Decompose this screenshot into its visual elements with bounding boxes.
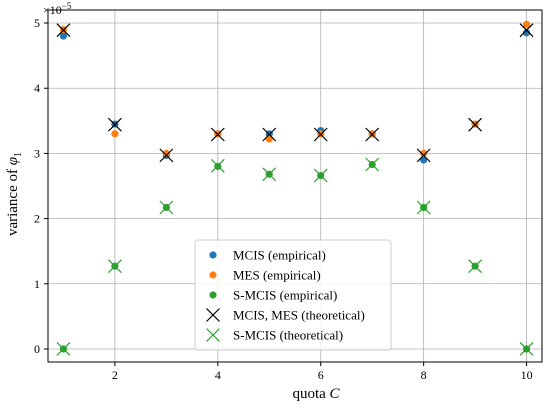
data-marks xyxy=(56,20,534,356)
series-4-point xyxy=(519,342,534,356)
y-axis-scale-factor: ×10−5 xyxy=(43,1,72,17)
series-4-point xyxy=(107,259,122,274)
legend-box xyxy=(194,239,392,351)
series-3-point xyxy=(468,117,483,132)
series-3-point xyxy=(56,23,71,38)
series-4-point xyxy=(416,200,431,215)
series-4-point xyxy=(313,168,328,183)
legend: MCIS (empirical) MES (empirical) S-MCIS (e… xyxy=(194,239,392,351)
y-tick-label: 5 xyxy=(34,16,40,30)
series-0-point xyxy=(420,156,428,164)
y-tick-label: 4 xyxy=(34,81,40,95)
series-4-point xyxy=(468,259,483,274)
y-tick-label: 1 xyxy=(34,277,40,291)
series-4-point xyxy=(365,157,380,172)
series-0-point xyxy=(522,29,531,37)
legend-marker xyxy=(209,271,217,279)
legend-entry: MCIS, MES (theoretical) xyxy=(233,308,365,323)
y-tick-label: 2 xyxy=(34,212,40,226)
axis-ticks: 2 4 6 8 10 0 1 2 3 4 5 xyxy=(34,16,533,382)
y-tick-label: 0 xyxy=(34,342,40,356)
series-1-point xyxy=(522,20,531,28)
series-0-point xyxy=(59,32,68,40)
series-3-point xyxy=(210,127,225,142)
x-tick-label: 4 xyxy=(215,368,221,382)
series-3-point xyxy=(519,23,534,38)
series-4-point xyxy=(159,200,174,215)
series-3-point xyxy=(365,127,380,142)
legend-marker xyxy=(206,328,220,342)
series-3-point xyxy=(262,127,277,142)
y-axis-label: variance of φ1 xyxy=(5,152,24,236)
legend-marker xyxy=(209,251,217,259)
series-3-point xyxy=(107,117,122,132)
plot-frame xyxy=(47,9,543,363)
series-3-point xyxy=(416,148,431,163)
legend-entry: MES (empirical) xyxy=(233,268,321,283)
series-4-point xyxy=(262,167,277,182)
x-tick-label: 2 xyxy=(112,368,118,382)
series-3-point xyxy=(313,127,328,142)
series-3-point xyxy=(159,148,174,163)
y-tick-label: 3 xyxy=(34,146,40,160)
series-1-point xyxy=(162,149,170,158)
x-axis-label: quota C xyxy=(292,386,340,402)
series-4-point xyxy=(56,342,71,356)
legend-entry: S-MCIS (empirical) xyxy=(233,288,337,303)
x-tick-label: 6 xyxy=(318,368,324,382)
legend-marker xyxy=(206,308,220,322)
series-1-point xyxy=(265,135,273,143)
series-1-point xyxy=(111,130,119,138)
legend-entry: S-MCIS (theoretical) xyxy=(233,328,343,343)
series-4-point xyxy=(210,158,225,173)
legend-marker xyxy=(209,291,217,299)
series-1-point xyxy=(420,149,428,158)
legend-entry: MCIS (empirical) xyxy=(233,248,326,263)
x-tick-label: 8 xyxy=(421,368,427,382)
x-tick-label: 10 xyxy=(521,368,533,382)
